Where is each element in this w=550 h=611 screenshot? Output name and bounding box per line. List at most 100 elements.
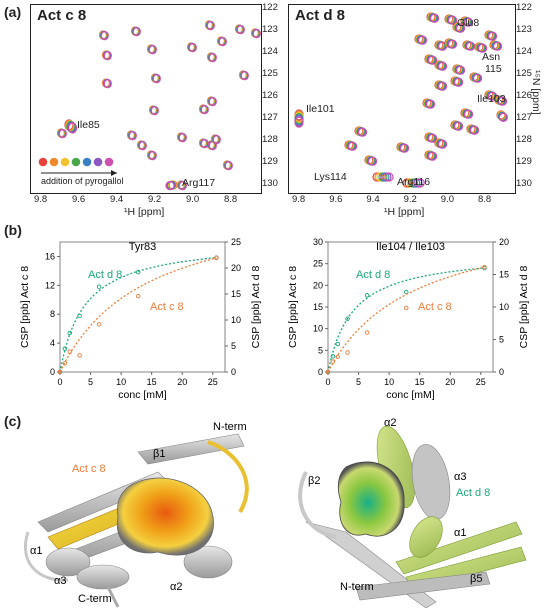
hsqc-peak-contour <box>464 109 474 119</box>
titration-legend-dot <box>38 157 48 167</box>
hsqc-peak-contour <box>428 133 438 143</box>
y-tick-label: 5 <box>318 345 323 355</box>
hsqc-act-c8: Act c 8 Ile85 Arg117 addition of pyrogal… <box>30 4 262 194</box>
hsqc-y-tick-label: 125 <box>516 68 532 79</box>
series-label: Act d 8 <box>88 269 122 281</box>
x-tick-label: 20 <box>177 377 187 387</box>
hsqc-peak-contour <box>415 178 425 188</box>
hsqc-peak-contour <box>478 43 488 53</box>
csp-chart-ile104-ile103: Ile104 / Ile103 0 5 10 15 20 25 0 5 10 15 20 25 30 0 5 1… <box>287 237 530 401</box>
hsqc-y-tick-label: 128 <box>516 134 532 145</box>
hsqc-peak-contour <box>428 55 438 65</box>
peak-label-ile85: Ile85 <box>77 119 100 131</box>
act-c8-helix-a2 <box>183 545 233 579</box>
data-point <box>330 354 336 359</box>
panel-b-letter: (b) <box>4 222 22 238</box>
hsqc-peak-contour <box>208 96 217 107</box>
chart-frame <box>59 241 226 373</box>
titration-legend-dot <box>93 157 103 167</box>
hsqc-peak-contour <box>218 36 227 47</box>
csp-chart-tyr83: Tyr83 0 5 10 15 20 25 0 4 8 12 16 0 5 10 15 20 25 conc [mM… <box>19 237 262 401</box>
y-right-tick-label: 15 <box>231 289 241 299</box>
hsqc-peak-contour <box>206 21 215 31</box>
hsqc-x-tick-label: 8.8 <box>224 194 238 205</box>
peak-label-ile103: Ile103 <box>477 93 506 105</box>
x-axis-label: conc [mM] <box>386 389 435 401</box>
x-tick-label: 20 <box>445 377 455 387</box>
y-tick-label: 10 <box>313 324 323 334</box>
x-tick-label: 5 <box>88 377 93 387</box>
hsqc-y-tick-label: 122 <box>516 2 532 13</box>
hsqc-left-x-title: ¹H [ppm] <box>124 206 165 218</box>
hsqc-peak-contour <box>165 181 175 191</box>
hsqc-peak-contour <box>212 135 221 145</box>
hsqc-x-tick-label: 9.2 <box>403 194 417 205</box>
act-d8-label-a3: α3 <box>454 471 466 483</box>
y-right-tick-label: 10 <box>231 315 241 325</box>
y-tick-label: 0 <box>318 367 323 377</box>
hsqc-peak-contour <box>498 96 508 106</box>
data-point <box>325 369 331 375</box>
hsqc-x-tick-label: 9.2 <box>148 194 162 205</box>
hsqc-x-tick-label: 9.4 <box>110 194 124 205</box>
titration-legend-text: addition of pyrogallol <box>41 176 124 186</box>
hsqc-x-tick-label: 9.6 <box>72 194 86 205</box>
data-point <box>135 269 141 275</box>
hsqc-y-tick-label: 122 <box>262 2 278 13</box>
hsqc-y-tick-label: 129 <box>516 156 532 167</box>
x-tick-label: 0 <box>325 377 330 387</box>
peak-label-ile101: Ile101 <box>306 103 335 115</box>
data-point <box>330 359 336 364</box>
y-tick-label: 30 <box>313 237 323 247</box>
x-tick-label: 5 <box>356 377 361 387</box>
hsqc-peak-contour <box>294 116 304 128</box>
hsqc-peak-contour <box>498 112 508 123</box>
hsqc-y-tick-label: 127 <box>262 112 278 123</box>
fit-curve <box>327 266 485 373</box>
hsqc-peak-contour <box>103 50 112 61</box>
act-c8-label-beta1: β1 <box>153 448 165 460</box>
series-label: Act d 8 <box>356 269 390 281</box>
hsqc-peak-contour <box>448 15 458 25</box>
hsqc-peak-contour <box>347 141 358 151</box>
hsqc-peak-contour <box>488 31 498 41</box>
act-c8-label-a3: α3 <box>54 575 66 587</box>
hsqc-right-spectrum <box>294 12 508 188</box>
hsqc-peak-contour <box>428 151 438 161</box>
y-tick-label: 12 <box>45 280 55 290</box>
data-point <box>364 330 370 335</box>
hsqc-peak-contour <box>473 73 483 83</box>
data-point <box>345 350 350 355</box>
fit-curve <box>59 256 217 373</box>
hsqc-y-tick-label: 123 <box>516 24 532 35</box>
hsqc-peak-contour <box>399 143 410 153</box>
act-c8-label-protein: Act c 8 <box>72 463 106 475</box>
act-d8-loop <box>298 471 337 539</box>
act-c8-loop <box>23 531 69 582</box>
data-point <box>335 354 341 360</box>
hsqc-peak-contour <box>178 133 187 143</box>
hsqc-peak-contour <box>438 61 448 71</box>
y-right-tick-label: 10 <box>499 302 509 312</box>
y-tick-label: 16 <box>45 251 55 261</box>
hsqc-peak-contour <box>58 129 67 139</box>
data-point <box>62 361 68 366</box>
chart-title: Ile104 / Ile103 <box>376 241 445 253</box>
peak-label-115: 115 <box>485 63 502 75</box>
y-right-tick-label: 5 <box>499 335 504 345</box>
peak-label-arg117: Arg117 <box>182 177 216 189</box>
act-d8-binding-surface <box>337 461 405 537</box>
y-right-tick-label: 0 <box>231 367 236 377</box>
hsqc-x-tick-label: 9.6 <box>329 194 343 205</box>
peak-label-glu8: Glu8 <box>457 17 480 29</box>
act-c8-label-a2: α2 <box>170 581 182 593</box>
hsqc-y-tick-label: 129 <box>262 156 278 167</box>
panel-c-letter: (c) <box>4 413 22 429</box>
x-tick-label: 15 <box>147 377 157 387</box>
data-point <box>96 322 102 327</box>
data-point <box>403 305 409 311</box>
act-d8-label-b5: β5 <box>470 573 482 585</box>
act-d8-label-a1: α1 <box>454 527 466 539</box>
hsqc-peak-contour <box>132 27 141 37</box>
hsqc-peak-contour <box>150 105 159 116</box>
